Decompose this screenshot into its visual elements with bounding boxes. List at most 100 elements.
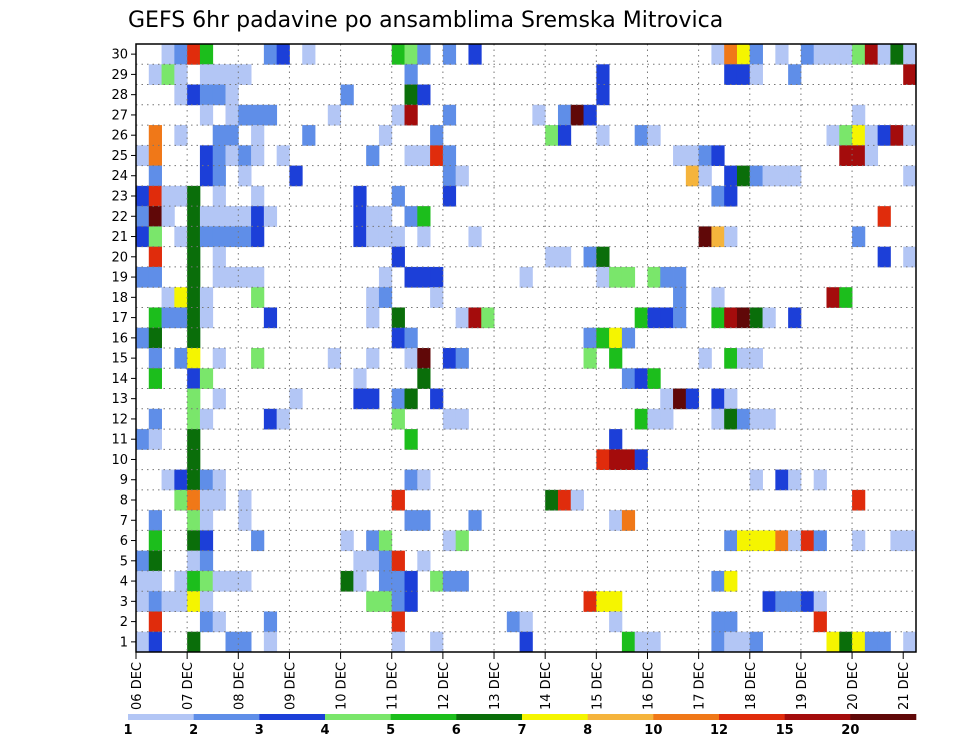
x-tick-label: 11 DEC (386, 662, 401, 710)
heatmap-cell (136, 327, 150, 349)
heatmap-cell (596, 327, 610, 349)
heatmap-cell (660, 307, 674, 329)
heatmap-cell (212, 348, 226, 369)
heatmap-cell (877, 206, 891, 227)
heatmap-cell (557, 489, 572, 511)
heatmap-cell (161, 206, 175, 227)
heatmap-cell (442, 348, 457, 369)
heatmap-cell (212, 246, 226, 268)
heatmap-cell (609, 591, 623, 612)
heatmap-cell (749, 64, 763, 85)
heatmap-cell (391, 591, 405, 612)
heatmap-cell (391, 226, 405, 248)
heatmap-cell (199, 570, 214, 592)
heatmap-cell (442, 104, 457, 126)
heatmap-cell (148, 429, 162, 450)
heatmap-cell (366, 348, 380, 369)
heatmap-cell (251, 104, 265, 126)
heatmap-cell (890, 44, 904, 65)
heatmap-cell (813, 530, 827, 552)
heatmap-cell (187, 185, 201, 207)
heatmap-cell (187, 206, 201, 227)
heatmap-cell (327, 348, 341, 369)
heatmap-cell (647, 631, 661, 653)
heatmap-cell (225, 64, 239, 85)
heatmap-cell (404, 469, 418, 491)
y-tick-label: 3 (120, 595, 128, 610)
heatmap-cell (353, 550, 367, 572)
heatmap-cell (749, 307, 763, 329)
heatmap-cell (366, 226, 380, 248)
y-tick-label: 6 (120, 534, 128, 549)
heatmap-cell (238, 226, 252, 248)
heatmap-cell (391, 246, 405, 268)
heatmap-cell (583, 104, 597, 126)
colorbar-swatch (193, 714, 260, 720)
heatmap-cell (570, 104, 584, 126)
heatmap-cell (366, 145, 380, 166)
heatmap-cell (340, 570, 354, 592)
heatmap-cell (199, 510, 214, 531)
heatmap-cell (788, 64, 802, 85)
heatmap-cell (711, 287, 725, 308)
heatmap-cell (609, 510, 623, 531)
heatmap-cell (212, 266, 226, 288)
heatmap-cell (174, 185, 188, 207)
heatmap-cell (724, 64, 738, 85)
heatmap-cell (161, 469, 175, 491)
heatmap-cell (455, 348, 469, 369)
colorbar-label: 20 (841, 723, 859, 738)
heatmap-cell (148, 165, 162, 187)
heatmap-cell (788, 165, 802, 187)
heatmap-cell (442, 145, 457, 166)
heatmap-cell (596, 266, 610, 288)
heatmap-cell (289, 165, 303, 187)
x-tick-label: 14 DEC (539, 662, 554, 710)
y-tick-label: 27 (111, 108, 128, 123)
x-axis: 06 DEC 07 DEC 08 DEC 09 DEC 10 DEC 11 DEC 12 D… (130, 652, 912, 710)
heatmap-cell (596, 64, 610, 85)
y-tick-label: 1 (120, 635, 128, 650)
heatmap-cell (404, 429, 418, 450)
heatmap-cell (136, 266, 150, 288)
heatmap-cell (442, 44, 457, 65)
heatmap-cell (557, 104, 572, 126)
heatmap-cell (238, 104, 252, 126)
heatmap-cell (404, 570, 418, 592)
colorbar-swatch (522, 714, 588, 720)
heatmap-cell (557, 125, 572, 146)
heatmap-cell (212, 226, 226, 248)
heatmap-cell (583, 246, 597, 268)
colorbar-label: 7 (517, 723, 526, 738)
x-tick-label: 21 DEC (897, 662, 912, 710)
heatmap-cell (225, 84, 239, 106)
heatmap-cell (736, 408, 751, 430)
heatmap-cell (404, 266, 418, 288)
heatmap-cell (788, 591, 802, 612)
heatmap-cell (749, 44, 763, 65)
heatmap-cell (442, 570, 457, 592)
heatmap-cell (455, 307, 469, 329)
heatmap-cell (404, 591, 418, 612)
heatmap-cell (673, 266, 687, 288)
heatmap-cell (378, 266, 393, 288)
heatmap-cell (890, 530, 904, 552)
colorbar: 1 2 3 4 5 6 7 8 10 12 15 20 (123, 714, 917, 738)
heatmap-cell (391, 489, 405, 511)
heatmap-cell (800, 44, 815, 65)
y-tick-label: 7 (120, 514, 128, 529)
heatmap-cell (187, 246, 201, 268)
heatmap-cell (481, 307, 495, 329)
heatmap-cell (621, 368, 636, 389)
colorbar-swatch (587, 714, 654, 720)
heatmap-cell (711, 226, 725, 248)
heatmap-cell (903, 530, 917, 552)
heatmap-cell (148, 530, 162, 552)
heatmap-cell (775, 469, 789, 491)
heatmap-cell (711, 44, 725, 65)
heatmap-cell (263, 104, 278, 126)
y-axis: 1234567891011121314151617181920212223242… (111, 48, 136, 650)
heatmap-cell (711, 185, 725, 207)
heatmap-cell (199, 591, 214, 612)
heatmap-cell (136, 185, 150, 207)
